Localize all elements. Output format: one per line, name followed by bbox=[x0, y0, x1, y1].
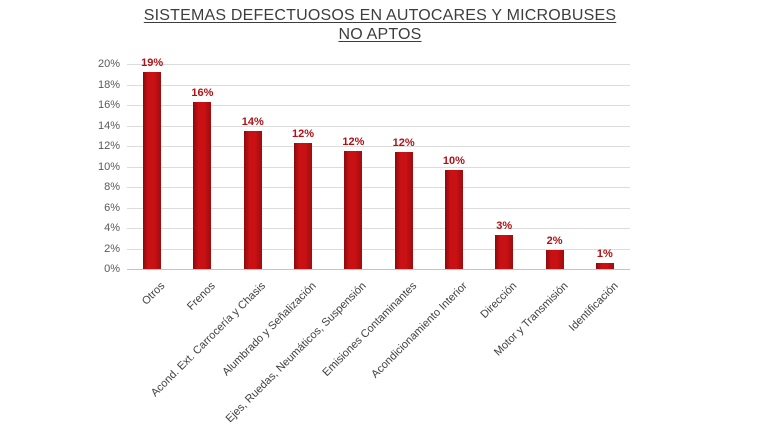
category-label: Otros bbox=[140, 280, 168, 308]
bar-value-label: 12% bbox=[342, 136, 365, 149]
category-label: Frenos bbox=[185, 280, 218, 313]
bar bbox=[243, 130, 262, 269]
gridline bbox=[127, 248, 630, 250]
y-tick-label: 8% bbox=[104, 181, 120, 193]
y-tick-label: 18% bbox=[97, 78, 120, 91]
bar-value-label: 10% bbox=[442, 155, 465, 168]
category-label: Identificación bbox=[566, 280, 621, 334]
bar-value-label: 12% bbox=[292, 127, 315, 140]
bar bbox=[193, 101, 212, 269]
gridline bbox=[127, 166, 630, 168]
bar-value-label: 16% bbox=[191, 86, 214, 99]
gridline bbox=[127, 105, 630, 106]
y-tick-label: 12% bbox=[97, 140, 120, 152]
bar bbox=[394, 152, 413, 269]
gridline bbox=[127, 207, 630, 209]
gridline bbox=[127, 269, 630, 270]
bar bbox=[344, 151, 363, 269]
gridline bbox=[127, 146, 630, 147]
category-label: Dirección bbox=[478, 280, 520, 321]
category-label: Alumbrado y Señalización bbox=[220, 280, 319, 379]
gridline bbox=[127, 228, 630, 229]
y-tick-label: 10% bbox=[97, 160, 120, 173]
bar bbox=[294, 142, 313, 269]
bar bbox=[595, 262, 614, 269]
chart-title-line2: NO APTOS bbox=[338, 26, 422, 43]
gridline bbox=[127, 187, 630, 188]
gridline bbox=[127, 125, 630, 127]
plot-area: 19% 16% 14% 12% 12% 12% 10% 3% 2% 1% bbox=[127, 57, 630, 270]
y-tick-label: 0% bbox=[104, 263, 120, 275]
y-tick-label: 16% bbox=[97, 99, 120, 111]
category-label: Acondicionamiento Interior bbox=[368, 280, 470, 381]
bar bbox=[143, 72, 162, 269]
bar-value-label: 2% bbox=[546, 234, 563, 247]
chart-title-line1: SISTEMAS DEFECTUOSOS EN AUTOCARES Y MICR… bbox=[143, 7, 617, 24]
bar-value-label: 1% bbox=[596, 247, 613, 260]
y-tick-label: 20% bbox=[97, 58, 120, 70]
gridline bbox=[127, 64, 630, 65]
bar bbox=[495, 235, 514, 269]
y-tick-label: 6% bbox=[104, 201, 120, 214]
bar-value-label: 19% bbox=[141, 57, 164, 70]
bar-value-label: 14% bbox=[241, 115, 264, 128]
bar-value-label: 12% bbox=[392, 137, 415, 150]
gridline bbox=[127, 84, 630, 86]
bar bbox=[444, 170, 463, 269]
y-tick-label: 14% bbox=[97, 119, 120, 132]
y-tick-label: 2% bbox=[104, 242, 120, 255]
chart-title: SISTEMAS DEFECTUOSOS EN AUTOCARES Y MICR… bbox=[0, 6, 760, 44]
y-tick-label: 4% bbox=[104, 222, 120, 234]
bar bbox=[545, 249, 564, 269]
category-label: Emisiones Contaminantes bbox=[320, 280, 420, 379]
bar-value-label: 3% bbox=[496, 220, 513, 233]
